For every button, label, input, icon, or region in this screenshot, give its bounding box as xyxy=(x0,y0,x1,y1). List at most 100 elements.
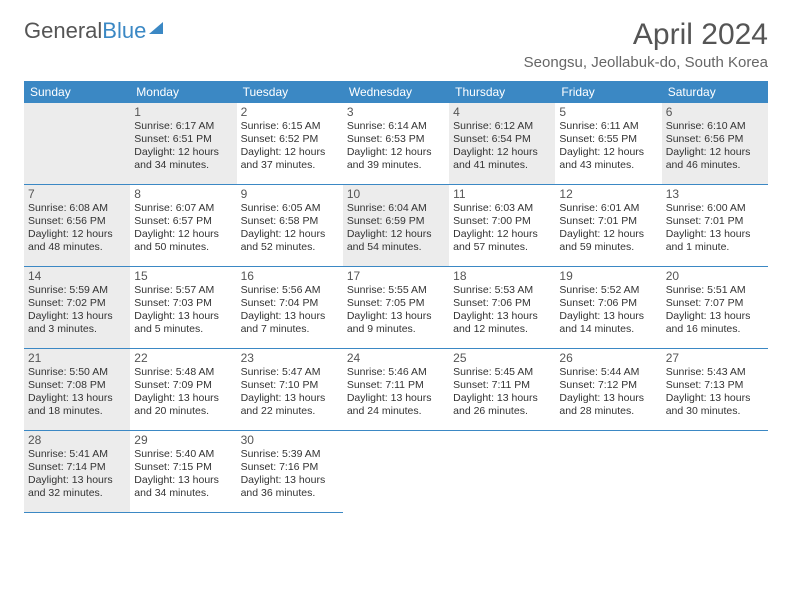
day-number: 5 xyxy=(559,105,657,119)
day-info: Sunrise: 5:56 AMSunset: 7:04 PMDaylight:… xyxy=(241,284,339,337)
day-number: 17 xyxy=(347,269,445,283)
daylight-text: Daylight: 13 hours and 30 minutes. xyxy=(666,392,764,418)
daylight-text: Daylight: 12 hours and 54 minutes. xyxy=(347,228,445,254)
day-cell xyxy=(662,431,768,513)
day-number: 23 xyxy=(241,351,339,365)
day-cell: 25Sunrise: 5:45 AMSunset: 7:11 PMDayligh… xyxy=(449,349,555,431)
day-info: Sunrise: 6:07 AMSunset: 6:57 PMDaylight:… xyxy=(134,202,232,255)
daylight-text: Daylight: 13 hours and 32 minutes. xyxy=(28,474,126,500)
sunrise-text: Sunrise: 6:17 AM xyxy=(134,120,232,133)
day-number: 3 xyxy=(347,105,445,119)
daylight-text: Daylight: 13 hours and 16 minutes. xyxy=(666,310,764,336)
sunset-text: Sunset: 7:10 PM xyxy=(241,379,339,392)
logo-text-2: Blue xyxy=(102,18,146,44)
day-cell: 20Sunrise: 5:51 AMSunset: 7:07 PMDayligh… xyxy=(662,267,768,349)
month-title: April 2024 xyxy=(524,18,768,52)
day-cell: 18Sunrise: 5:53 AMSunset: 7:06 PMDayligh… xyxy=(449,267,555,349)
sunrise-text: Sunrise: 5:48 AM xyxy=(134,366,232,379)
daylight-text: Daylight: 12 hours and 50 minutes. xyxy=(134,228,232,254)
day-cell: 5Sunrise: 6:11 AMSunset: 6:55 PMDaylight… xyxy=(555,103,661,185)
sunrise-text: Sunrise: 5:55 AM xyxy=(347,284,445,297)
day-number: 1 xyxy=(134,105,232,119)
sunset-text: Sunset: 7:06 PM xyxy=(453,297,551,310)
sunset-text: Sunset: 6:52 PM xyxy=(241,133,339,146)
sunrise-text: Sunrise: 6:10 AM xyxy=(666,120,764,133)
day-cell xyxy=(343,431,449,513)
daylight-text: Daylight: 13 hours and 1 minute. xyxy=(666,228,764,254)
sunset-text: Sunset: 6:56 PM xyxy=(666,133,764,146)
day-cell: 29Sunrise: 5:40 AMSunset: 7:15 PMDayligh… xyxy=(130,431,236,513)
day-number: 10 xyxy=(347,187,445,201)
day-info: Sunrise: 5:41 AMSunset: 7:14 PMDaylight:… xyxy=(28,448,126,501)
daylight-text: Daylight: 13 hours and 5 minutes. xyxy=(134,310,232,336)
day-number: 21 xyxy=(28,351,126,365)
sunset-text: Sunset: 6:58 PM xyxy=(241,215,339,228)
day-info: Sunrise: 5:53 AMSunset: 7:06 PMDaylight:… xyxy=(453,284,551,337)
calendar: Sunday Monday Tuesday Wednesday Thursday… xyxy=(24,81,768,513)
sunset-text: Sunset: 7:08 PM xyxy=(28,379,126,392)
title-block: April 2024 Seongsu, Jeollabuk-do, South … xyxy=(524,18,768,71)
day-number: 7 xyxy=(28,187,126,201)
sunset-text: Sunset: 7:12 PM xyxy=(559,379,657,392)
sunrise-text: Sunrise: 5:40 AM xyxy=(134,448,232,461)
sunrise-text: Sunrise: 6:08 AM xyxy=(28,202,126,215)
sunset-text: Sunset: 7:06 PM xyxy=(559,297,657,310)
daylight-text: Daylight: 12 hours and 48 minutes. xyxy=(28,228,126,254)
day-cell: 14Sunrise: 5:59 AMSunset: 7:02 PMDayligh… xyxy=(24,267,130,349)
daylight-text: Daylight: 13 hours and 18 minutes. xyxy=(28,392,126,418)
day-number: 12 xyxy=(559,187,657,201)
sunrise-text: Sunrise: 5:50 AM xyxy=(28,366,126,379)
day-info: Sunrise: 5:59 AMSunset: 7:02 PMDaylight:… xyxy=(28,284,126,337)
day-number: 29 xyxy=(134,433,232,447)
daylight-text: Daylight: 12 hours and 39 minutes. xyxy=(347,146,445,172)
daylight-text: Daylight: 13 hours and 20 minutes. xyxy=(134,392,232,418)
day-info: Sunrise: 5:43 AMSunset: 7:13 PMDaylight:… xyxy=(666,366,764,419)
day-info: Sunrise: 6:11 AMSunset: 6:55 PMDaylight:… xyxy=(559,120,657,173)
day-cell: 30Sunrise: 5:39 AMSunset: 7:16 PMDayligh… xyxy=(237,431,343,513)
day-number: 2 xyxy=(241,105,339,119)
day-number: 25 xyxy=(453,351,551,365)
day-number: 22 xyxy=(134,351,232,365)
day-number: 11 xyxy=(453,187,551,201)
sunset-text: Sunset: 6:54 PM xyxy=(453,133,551,146)
day-cell: 16Sunrise: 5:56 AMSunset: 7:04 PMDayligh… xyxy=(237,267,343,349)
sunset-text: Sunset: 6:57 PM xyxy=(134,215,232,228)
sunrise-text: Sunrise: 5:47 AM xyxy=(241,366,339,379)
day-number: 26 xyxy=(559,351,657,365)
sunrise-text: Sunrise: 5:56 AM xyxy=(241,284,339,297)
day-cell: 21Sunrise: 5:50 AMSunset: 7:08 PMDayligh… xyxy=(24,349,130,431)
day-info: Sunrise: 6:04 AMSunset: 6:59 PMDaylight:… xyxy=(347,202,445,255)
sunrise-text: Sunrise: 6:00 AM xyxy=(666,202,764,215)
day-number: 27 xyxy=(666,351,764,365)
sunset-text: Sunset: 7:15 PM xyxy=(134,461,232,474)
day-cell: 26Sunrise: 5:44 AMSunset: 7:12 PMDayligh… xyxy=(555,349,661,431)
day-info: Sunrise: 6:05 AMSunset: 6:58 PMDaylight:… xyxy=(241,202,339,255)
day-number: 16 xyxy=(241,269,339,283)
day-info: Sunrise: 5:46 AMSunset: 7:11 PMDaylight:… xyxy=(347,366,445,419)
day-cell xyxy=(449,431,555,513)
day-number: 8 xyxy=(134,187,232,201)
logo-text-1: General xyxy=(24,18,102,44)
sunrise-text: Sunrise: 5:45 AM xyxy=(453,366,551,379)
day-info: Sunrise: 5:47 AMSunset: 7:10 PMDaylight:… xyxy=(241,366,339,419)
daylight-text: Daylight: 13 hours and 24 minutes. xyxy=(347,392,445,418)
sunset-text: Sunset: 7:01 PM xyxy=(666,215,764,228)
sunrise-text: Sunrise: 5:44 AM xyxy=(559,366,657,379)
day-number: 30 xyxy=(241,433,339,447)
day-info: Sunrise: 6:12 AMSunset: 6:54 PMDaylight:… xyxy=(453,120,551,173)
sunrise-text: Sunrise: 6:03 AM xyxy=(453,202,551,215)
day-cell: 9Sunrise: 6:05 AMSunset: 6:58 PMDaylight… xyxy=(237,185,343,267)
sunset-text: Sunset: 7:11 PM xyxy=(453,379,551,392)
day-number: 9 xyxy=(241,187,339,201)
day-header: Tuesday xyxy=(237,81,343,103)
day-info: Sunrise: 5:55 AMSunset: 7:05 PMDaylight:… xyxy=(347,284,445,337)
sunset-text: Sunset: 6:55 PM xyxy=(559,133,657,146)
day-cell: 19Sunrise: 5:52 AMSunset: 7:06 PMDayligh… xyxy=(555,267,661,349)
logo-triangle-icon xyxy=(149,22,163,34)
day-cell: 28Sunrise: 5:41 AMSunset: 7:14 PMDayligh… xyxy=(24,431,130,513)
sunset-text: Sunset: 7:07 PM xyxy=(666,297,764,310)
sunset-text: Sunset: 6:56 PM xyxy=(28,215,126,228)
daylight-text: Daylight: 12 hours and 34 minutes. xyxy=(134,146,232,172)
day-info: Sunrise: 6:14 AMSunset: 6:53 PMDaylight:… xyxy=(347,120,445,173)
daylight-text: Daylight: 12 hours and 46 minutes. xyxy=(666,146,764,172)
